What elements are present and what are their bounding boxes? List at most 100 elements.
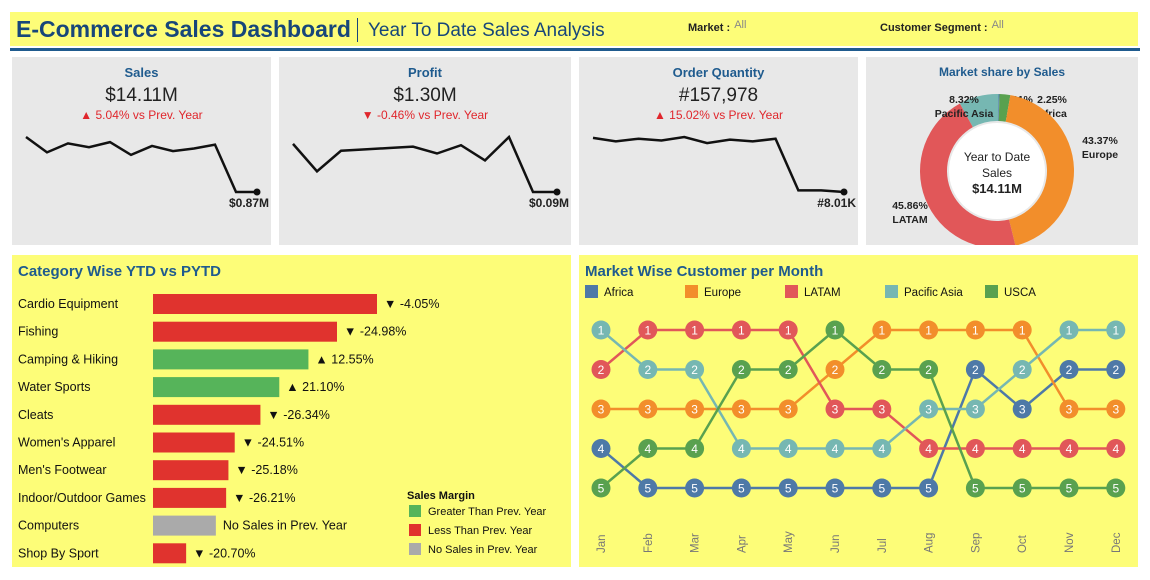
rank-marker[interactable] [1059,360,1079,379]
rank-marker[interactable] [685,478,705,498]
rank-marker[interactable] [1106,360,1126,379]
rank-marker[interactable] [591,360,611,379]
rank-marker[interactable] [685,439,705,458]
rank-marker[interactable] [778,439,798,458]
rank-marker[interactable] [731,478,751,498]
rank-marker[interactable] [685,360,705,379]
rank-marker[interactable] [919,360,939,379]
rank-label: 2 [738,363,745,377]
rank-marker[interactable] [778,320,798,340]
rank-marker[interactable] [685,320,705,340]
rank-marker[interactable] [731,439,751,458]
rank-marker[interactable] [919,399,939,419]
rank-marker[interactable] [872,478,892,498]
rank-marker[interactable] [731,320,751,340]
header-underline [10,48,1140,51]
month-tick-label: Dec [1111,532,1123,553]
rank-label: 4 [738,442,745,456]
rank-label: 3 [832,403,839,417]
donut-slice-europe[interactable] [1005,95,1074,245]
rank-marker[interactable] [1059,399,1079,419]
rank-marker[interactable] [685,399,705,419]
rank-marker[interactable] [825,439,845,458]
rank-marker[interactable] [1106,399,1126,419]
donut-slice-africa[interactable] [998,94,1011,122]
market-share-card: Market share by Sales 0.21%USCA2.25%Afri… [866,57,1138,245]
rank-marker[interactable] [825,360,845,379]
rank-marker[interactable] [1012,360,1032,379]
rank-marker[interactable] [1106,478,1126,498]
customer-segment-filter[interactable]: Customer Segment : All [880,19,1004,34]
rank-marker[interactable] [638,439,658,458]
rank-marker[interactable] [638,360,658,379]
rank-marker[interactable] [1012,399,1032,419]
rank-marker[interactable] [591,439,611,458]
rank-label: 2 [1112,363,1119,377]
donut-center [949,123,1045,219]
category-bar[interactable] [153,432,235,453]
rank-label: 4 [1066,442,1073,456]
category-bar[interactable] [153,543,187,564]
market-filter[interactable]: Market : All [688,19,746,34]
rank-marker[interactable] [1106,439,1126,458]
sparkline-end-point [840,188,848,196]
legend-swatch [985,285,998,298]
rank-label: 4 [644,442,651,456]
category-bar[interactable] [153,515,216,536]
rank-marker[interactable] [965,439,985,458]
category-bar[interactable] [153,377,280,398]
rank-marker[interactable] [965,360,985,379]
rank-label: 5 [1019,482,1026,496]
donut-slice-name: Pacific Asia [935,108,994,120]
rank-marker[interactable] [778,399,798,419]
rank-marker[interactable] [731,399,751,419]
rank-marker[interactable] [638,399,658,419]
rank-label: 1 [832,324,839,338]
rank-marker[interactable] [1012,439,1032,458]
rank-marker[interactable] [872,399,892,419]
rank-marker[interactable] [965,399,985,419]
rank-marker[interactable] [1012,320,1032,340]
rank-marker[interactable] [825,478,845,498]
rank-marker[interactable] [778,360,798,379]
legend-swatch [685,285,698,298]
rank-label: 3 [691,403,698,417]
legend-label: Greater Than Prev. Year [428,506,547,518]
rank-label: 2 [1066,363,1073,377]
category-bar[interactable] [153,460,229,481]
rank-marker[interactable] [965,478,985,498]
category-bar[interactable] [153,349,309,370]
rank-marker[interactable] [919,320,939,340]
category-bar[interactable] [153,321,337,342]
kpi-label: Sales [124,65,159,80]
rank-marker[interactable] [638,320,658,340]
rank-marker[interactable] [778,478,798,498]
donut-slice-usca[interactable] [997,94,1000,122]
rank-marker[interactable] [591,320,611,340]
rank-marker[interactable] [1059,478,1079,498]
rank-marker[interactable] [965,320,985,340]
rank-marker[interactable] [872,439,892,458]
rank-marker[interactable] [591,478,611,498]
donut-slice-pacific-asia[interactable] [959,94,999,128]
legend-label: Africa [604,287,634,299]
rank-marker[interactable] [872,320,892,340]
rank-marker[interactable] [1106,320,1126,340]
category-bar[interactable] [153,294,377,314]
category-bar[interactable] [153,404,261,425]
rank-marker[interactable] [638,478,658,498]
rank-marker[interactable] [919,478,939,498]
rank-marker[interactable] [1059,439,1079,458]
legend-label: Pacific Asia [904,287,963,299]
rank-marker[interactable] [731,360,751,379]
rank-marker[interactable] [825,399,845,419]
rank-marker[interactable] [825,320,845,340]
month-tick-label: Aug [924,533,936,553]
rank-marker[interactable] [919,439,939,458]
donut-slice-latam[interactable] [920,103,1016,245]
rank-marker[interactable] [872,360,892,379]
rank-marker[interactable] [591,399,611,419]
rank-marker[interactable] [1012,478,1032,498]
category-bar[interactable] [153,487,227,508]
rank-marker[interactable] [1059,320,1079,340]
